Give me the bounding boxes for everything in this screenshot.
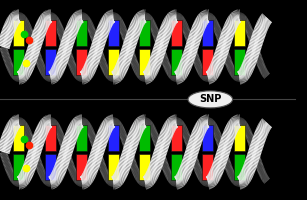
FancyBboxPatch shape [108, 125, 119, 151]
FancyBboxPatch shape [108, 154, 119, 180]
FancyBboxPatch shape [171, 20, 182, 46]
FancyBboxPatch shape [76, 49, 87, 75]
FancyBboxPatch shape [45, 49, 56, 75]
FancyBboxPatch shape [76, 125, 87, 151]
Text: SNP: SNP [199, 94, 221, 104]
FancyBboxPatch shape [76, 20, 87, 46]
FancyBboxPatch shape [13, 20, 24, 46]
FancyBboxPatch shape [202, 20, 213, 46]
FancyBboxPatch shape [45, 20, 56, 46]
FancyBboxPatch shape [108, 20, 119, 46]
FancyBboxPatch shape [234, 49, 245, 75]
FancyBboxPatch shape [171, 49, 182, 75]
FancyBboxPatch shape [139, 154, 150, 180]
FancyBboxPatch shape [139, 20, 150, 46]
FancyBboxPatch shape [234, 125, 245, 151]
FancyBboxPatch shape [202, 125, 213, 151]
FancyBboxPatch shape [139, 125, 150, 151]
FancyBboxPatch shape [234, 154, 245, 180]
FancyBboxPatch shape [234, 20, 245, 46]
FancyBboxPatch shape [45, 125, 56, 151]
FancyBboxPatch shape [76, 154, 87, 180]
Ellipse shape [188, 91, 233, 108]
FancyBboxPatch shape [45, 154, 56, 180]
FancyBboxPatch shape [171, 125, 182, 151]
FancyBboxPatch shape [171, 154, 182, 180]
FancyBboxPatch shape [13, 125, 24, 151]
FancyBboxPatch shape [139, 49, 150, 75]
FancyBboxPatch shape [108, 49, 119, 75]
FancyBboxPatch shape [13, 49, 24, 75]
FancyBboxPatch shape [202, 154, 213, 180]
FancyBboxPatch shape [202, 49, 213, 75]
FancyBboxPatch shape [13, 154, 24, 180]
